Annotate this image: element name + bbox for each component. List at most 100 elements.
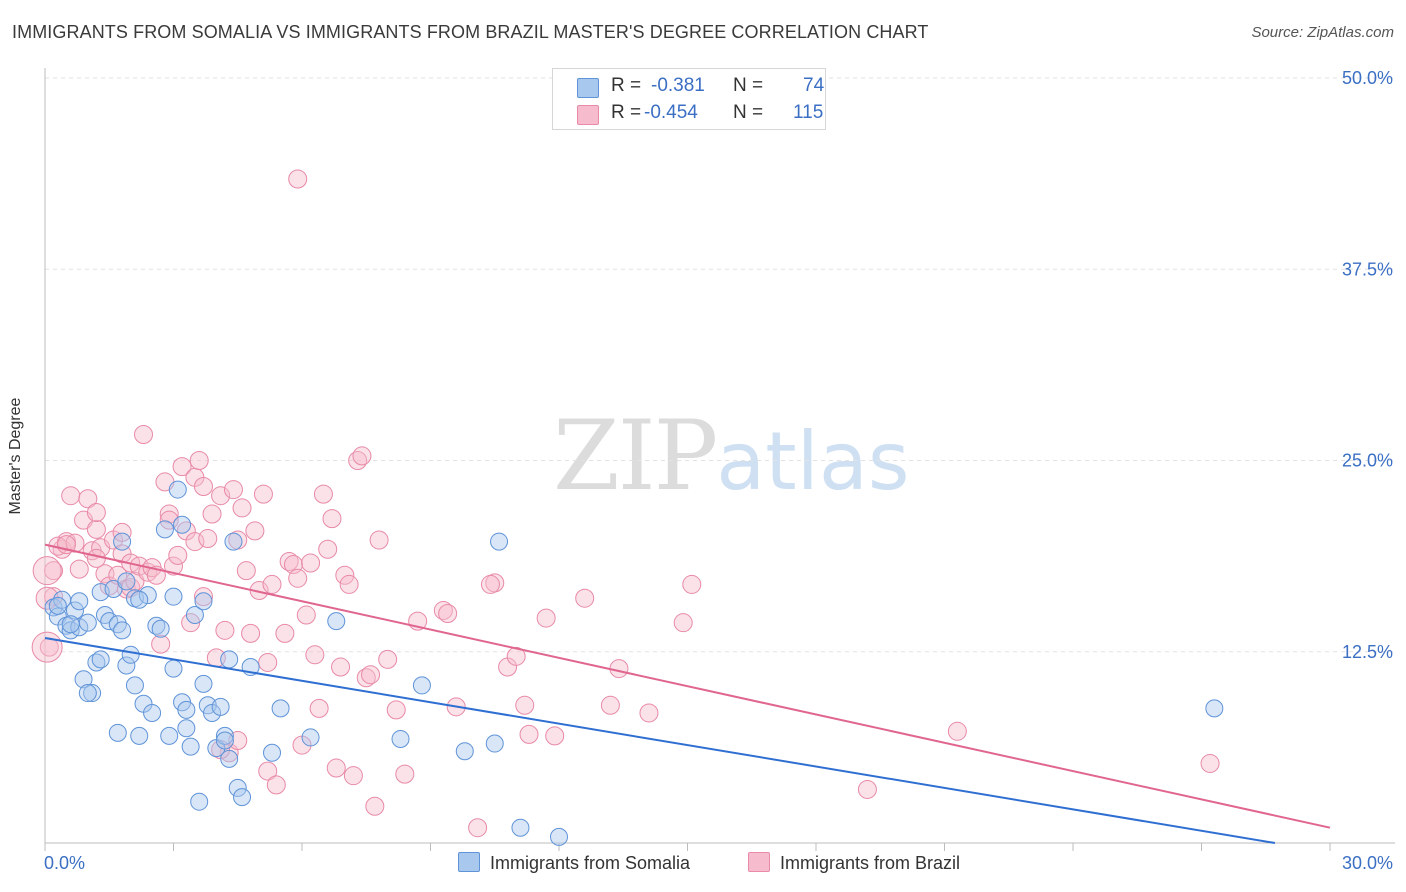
somalia-point xyxy=(194,592,213,611)
brazil-point xyxy=(609,659,629,679)
somalia-point xyxy=(1205,699,1224,718)
somalia-point xyxy=(74,670,93,689)
brazil-n-label: N = xyxy=(733,102,764,123)
brazil-point xyxy=(536,608,556,628)
brazil-point xyxy=(69,559,89,579)
brazil-point xyxy=(168,545,188,565)
brazil-point xyxy=(134,424,154,444)
somalia-point xyxy=(155,520,174,539)
somalia-point xyxy=(164,587,183,606)
somalia-point xyxy=(263,743,282,762)
brazil-point xyxy=(386,700,406,720)
brazil-point xyxy=(682,574,702,594)
chart-title: IMMIGRANTS FROM SOMALIA VS IMMIGRANTS FR… xyxy=(12,22,929,42)
tick-labels: 12.5% 25.0% 37.5% 50.0% 0.0% 30.0% xyxy=(44,68,1393,873)
somalia-point xyxy=(160,726,179,745)
somalia-point xyxy=(511,818,530,837)
brazil-point xyxy=(365,796,385,816)
y-tick-label: 25.0% xyxy=(1342,451,1393,471)
brazil-point xyxy=(331,657,351,677)
brazil-point xyxy=(262,574,282,594)
brazil-point xyxy=(241,623,261,643)
brazil-point xyxy=(236,561,256,581)
brazil-point xyxy=(326,758,346,778)
somalia-point xyxy=(233,788,252,807)
somalia-n-value: 74 xyxy=(803,75,825,96)
somalia-point xyxy=(220,650,239,669)
somalia-point xyxy=(412,676,431,695)
brazil-point xyxy=(232,498,252,518)
brazil-point xyxy=(673,613,693,633)
somalia-point xyxy=(65,601,84,620)
brazil-point xyxy=(288,568,308,588)
brazil-point xyxy=(545,726,565,746)
trend-lines xyxy=(44,543,1331,844)
somalia-point xyxy=(143,703,162,722)
brazil-point xyxy=(515,695,535,715)
brazil-point xyxy=(369,530,389,550)
somalia-point xyxy=(48,596,67,615)
brazil-point xyxy=(305,645,325,665)
brazil-point xyxy=(313,484,333,504)
somalia-point xyxy=(185,606,204,625)
y-tick-label: 37.5% xyxy=(1342,259,1393,279)
brazil-point xyxy=(258,652,278,672)
somalia-point xyxy=(108,723,127,742)
brazil-point xyxy=(31,631,63,663)
somalia-point xyxy=(78,613,97,632)
somalia-point xyxy=(113,621,132,640)
watermark-atlas: atlas xyxy=(716,415,910,508)
y-tick-label: 50.0% xyxy=(1342,68,1393,88)
source-label: Source: ZipAtlas.com xyxy=(1251,24,1394,41)
brazil-point xyxy=(245,521,265,541)
brazil-point xyxy=(519,724,539,744)
brazil-point xyxy=(318,539,338,559)
brazil-point xyxy=(639,703,659,723)
somalia-point xyxy=(215,731,234,750)
brazil-point xyxy=(506,646,526,666)
somalia-point xyxy=(181,737,200,756)
somalia-n-label: N = xyxy=(733,75,764,96)
bottom-brazil-label: Immigrants from Brazil xyxy=(780,853,961,873)
somalia-point xyxy=(190,792,209,811)
brazil-point xyxy=(600,695,620,715)
somalia-point xyxy=(113,532,132,551)
bottom-legend-brazil: Immigrants from Brazil xyxy=(748,852,960,874)
somalia-point xyxy=(130,590,149,609)
brazil-point xyxy=(480,574,500,594)
x-tick-label: 0.0% xyxy=(44,853,85,873)
brazil-point xyxy=(575,588,595,608)
brazil-trend-line xyxy=(44,543,1331,829)
somalia-point xyxy=(117,572,136,591)
bottom-brazil-swatch xyxy=(748,852,770,872)
somalia-point xyxy=(455,742,474,761)
brazil-point xyxy=(193,587,213,607)
brazil-point xyxy=(275,623,295,643)
brazil-point xyxy=(288,169,308,189)
brazil-point xyxy=(947,721,967,741)
brazil-point xyxy=(343,766,363,786)
somalia-point xyxy=(220,749,239,768)
somalia-point xyxy=(117,656,136,675)
somalia-point xyxy=(173,515,192,534)
somalia-point xyxy=(224,532,243,551)
brazil-point xyxy=(378,649,398,669)
brazil-point xyxy=(223,480,243,500)
correlation-legend: R = -0.381 N = 74 R = -0.454 N = 115 xyxy=(552,68,826,130)
somalia-r-value: -0.381 xyxy=(651,75,705,96)
watermark: ZIPatlas xyxy=(553,400,910,512)
somalia-point xyxy=(391,729,410,748)
brazil-point xyxy=(108,565,128,585)
brazil-point xyxy=(857,779,877,799)
brazil-point xyxy=(335,565,355,585)
brazil-point xyxy=(193,477,213,497)
brazil-point xyxy=(296,605,316,625)
brazil-point xyxy=(468,818,488,838)
brazil-point xyxy=(86,519,106,539)
axes xyxy=(44,68,1395,851)
brazil-point xyxy=(44,561,64,581)
brazil-point xyxy=(151,634,171,654)
brazil-point xyxy=(258,761,278,781)
somalia-point xyxy=(130,726,149,745)
